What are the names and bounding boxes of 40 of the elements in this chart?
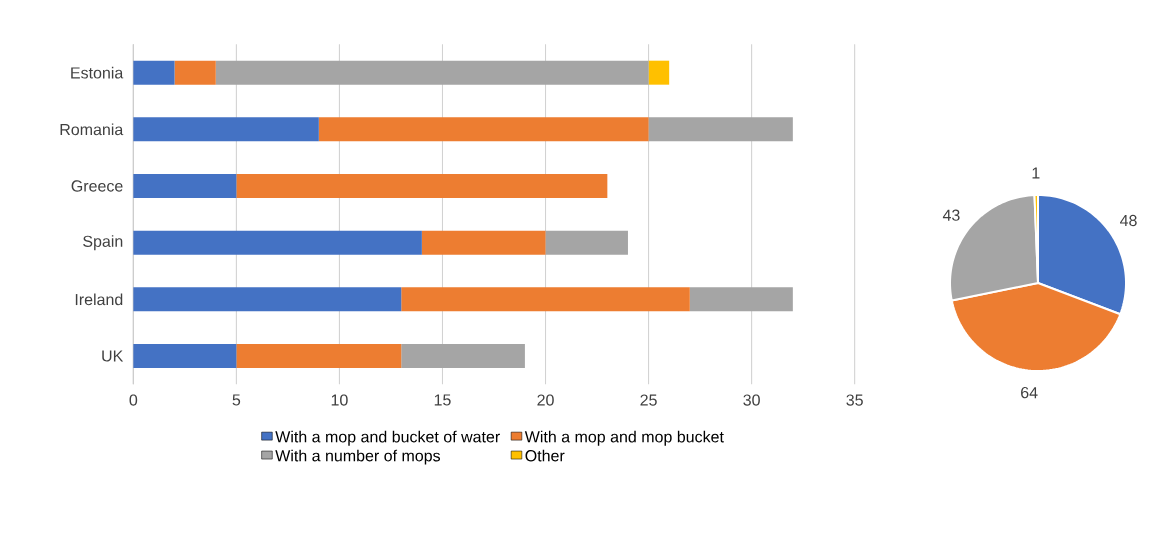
bar xyxy=(421,230,546,255)
bar xyxy=(648,117,793,142)
bar xyxy=(401,344,525,369)
bar xyxy=(133,60,175,85)
bar xyxy=(215,60,649,85)
data-label: 64 xyxy=(1021,386,1038,399)
bar xyxy=(689,287,793,312)
x-tick-label: 5 xyxy=(232,394,241,406)
x-tick-label: 10 xyxy=(331,394,348,406)
y-tick-label: UK xyxy=(102,350,124,362)
legend-label: With a number of mops xyxy=(275,449,441,465)
bar xyxy=(133,174,237,199)
legend-label: With a mop and bucket of water xyxy=(275,430,500,446)
legend-label: Other xyxy=(525,449,565,462)
legend-label: With a mop and mop bucket xyxy=(524,430,724,446)
x-tick-label: 15 xyxy=(434,394,451,406)
data-label: 1 xyxy=(1032,167,1040,179)
bar xyxy=(648,60,670,85)
bar xyxy=(174,60,216,85)
bar xyxy=(133,230,422,255)
bar xyxy=(133,117,319,142)
bar xyxy=(318,117,649,142)
y-tick-label: Spain xyxy=(83,235,123,251)
bar xyxy=(401,287,690,312)
bar xyxy=(236,344,402,369)
y-tick-label: Ireland xyxy=(75,293,123,306)
y-tick-label: Estonia xyxy=(71,66,124,79)
bar xyxy=(236,174,608,199)
x-tick-label: 0 xyxy=(129,394,138,406)
y-tick-label: Greece xyxy=(71,180,123,192)
x-tick-label: 30 xyxy=(743,394,760,406)
x-tick-label: 35 xyxy=(846,394,863,406)
data-label: 48 xyxy=(1120,214,1137,227)
x-tick-label: 25 xyxy=(640,394,657,406)
y-tick-label: Romania xyxy=(60,123,124,136)
data-label: 43 xyxy=(942,209,960,221)
bar xyxy=(133,344,237,369)
bar xyxy=(133,287,402,312)
x-tick-label: 20 xyxy=(537,394,554,406)
bar xyxy=(545,230,628,255)
